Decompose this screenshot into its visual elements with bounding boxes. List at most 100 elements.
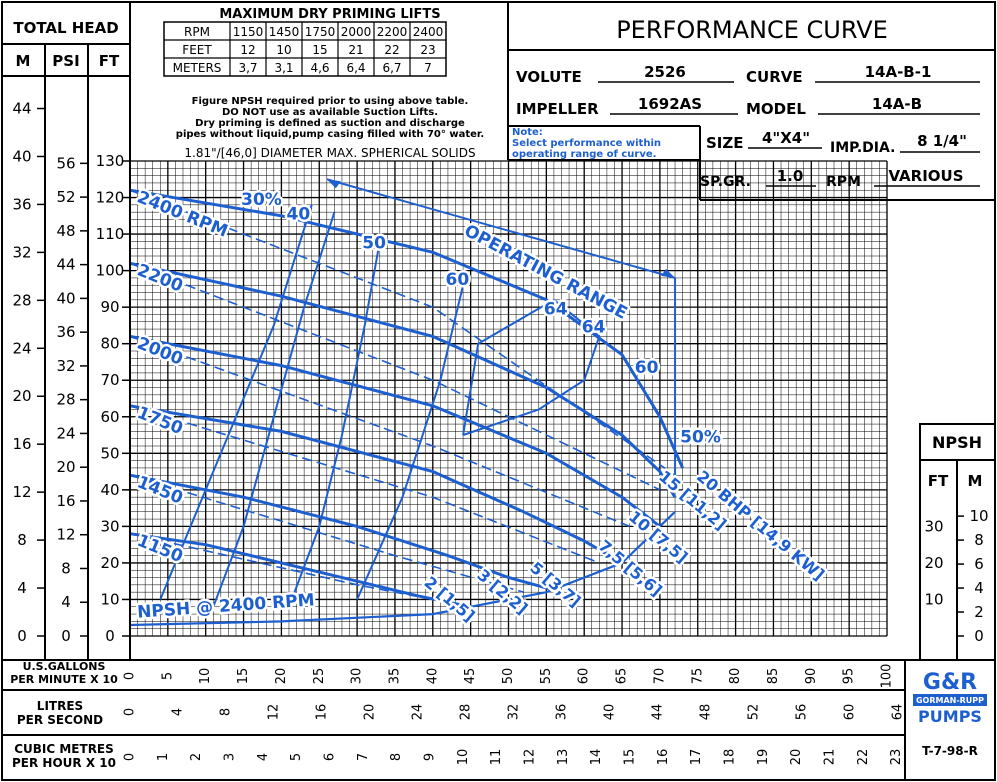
efficiency-curve <box>356 284 465 600</box>
size-label: SIZE <box>706 134 744 152</box>
priming-note-3: Dry priming is defined as suction and di… <box>195 118 465 129</box>
lps-tick: 20 <box>362 704 377 721</box>
rpm-value: VARIOUS <box>888 167 963 185</box>
priming-title: MAXIMUM DRY PRIMING LIFTS <box>219 7 440 22</box>
head-curve <box>129 334 661 528</box>
gpm-tick: 55 <box>539 668 554 685</box>
bottom-axes: U.S.GALLONS PER MINUTE X 10 LITRES PER S… <box>2 659 995 780</box>
lps-tick: 60 <box>842 704 857 721</box>
lps-tick: 8 <box>218 708 233 716</box>
ft-tick: 100 <box>96 262 125 280</box>
lps-tick: 12 <box>266 704 281 721</box>
lps-tick: 36 <box>554 704 569 721</box>
lps-tick: 48 <box>698 704 713 721</box>
npsh-ft-label: FT <box>928 472 949 490</box>
efficiency-label-text: 60 <box>446 270 470 290</box>
cmh-tick: 21 <box>822 749 837 766</box>
ft-tick: 90 <box>100 298 119 316</box>
efficiency-label: 50 <box>360 231 389 256</box>
col-psi-label: PSI <box>52 52 79 70</box>
rpm-label: RPM <box>826 174 861 190</box>
cmh-tick: 16 <box>656 749 671 766</box>
head-curve <box>129 532 472 609</box>
cmh-tick: 8 <box>389 753 404 761</box>
psi-tick: 56 <box>56 154 75 172</box>
priming-grid <box>163 21 447 77</box>
npsh-m-tick: 10 <box>969 507 988 525</box>
priming-note-2: DO NOT use as available Suction Lifts. <box>222 107 438 118</box>
priming-cell: RPM <box>184 25 210 39</box>
head-scales: 0102030405060708090100110120130048121620… <box>12 100 130 645</box>
m-tick: 12 <box>12 483 31 501</box>
operating-range-arrow-right <box>661 268 676 278</box>
bhp-line <box>129 335 630 528</box>
priming-cell: 1750 <box>305 25 336 39</box>
priming-cell: 6,4 <box>346 61 365 75</box>
gpm-tick: 40 <box>425 668 440 685</box>
efficiency-label: 64 <box>579 315 608 340</box>
cmh-label-2: PER HOUR X 10 <box>12 756 116 770</box>
m-tick: 44 <box>12 100 31 118</box>
npsh-curve <box>129 511 676 627</box>
gpm-tick: 95 <box>842 668 857 685</box>
lps-tick: 52 <box>746 704 761 721</box>
bhp-line <box>129 262 661 491</box>
priming-cell: 6,7 <box>382 61 401 75</box>
ft-tick: 40 <box>100 481 119 499</box>
m-tick: 4 <box>17 579 27 597</box>
cmh-tick: 14 <box>589 749 604 766</box>
cmh-tick: 2 <box>189 753 204 761</box>
psi-tick: 52 <box>56 188 75 206</box>
psi-tick: 40 <box>56 289 75 307</box>
gpm-tick: 35 <box>387 668 402 685</box>
ft-tick: 0 <box>105 627 115 645</box>
volute-value: 2526 <box>644 63 686 81</box>
col-ft-label: FT <box>99 52 120 70</box>
lps-tick: 32 <box>506 704 521 721</box>
psi-tick: 16 <box>56 492 75 510</box>
ft-tick: 60 <box>100 408 119 426</box>
priming-cell: 1450 <box>269 25 300 39</box>
efficiency-curve <box>159 204 313 600</box>
curve-label: CURVE <box>746 68 803 86</box>
efficiency-label: 40 <box>284 202 313 227</box>
efficiency-label-text: 40 <box>287 204 311 224</box>
priming-cell: 23 <box>420 43 435 57</box>
lps-tick: 24 <box>410 704 425 721</box>
ft-tick: 110 <box>96 225 125 243</box>
lps-tick: 0 <box>123 708 138 716</box>
info-block: PERFORMANCE CURVE VOLUTE 2526 CURVE 14A-… <box>507 2 995 201</box>
cmh-tick: 12 <box>522 749 537 766</box>
cmh-tick: 6 <box>322 753 337 761</box>
efficiency-label-text: 60 <box>635 358 659 378</box>
gpm-tick: 20 <box>274 668 289 685</box>
m-tick: 28 <box>12 291 31 309</box>
lps-tick: 4 <box>170 708 185 716</box>
priming-cell: 3,7 <box>238 61 257 75</box>
psi-tick: 0 <box>61 627 71 645</box>
psi-tick: 44 <box>56 256 75 274</box>
priming-cell: 12 <box>240 43 255 57</box>
gpm-label-2: PER MINUTE X 10 <box>10 673 118 686</box>
efficiency-label-text: 64 <box>582 318 606 338</box>
bhp-line <box>129 474 524 593</box>
gpm-label-1: U.S.GALLONS <box>23 660 106 673</box>
head-curve <box>129 404 623 565</box>
cmh-tick: 23 <box>889 749 904 766</box>
psi-tick: 48 <box>56 222 75 240</box>
head-curve <box>129 473 562 594</box>
cmh-tick: 22 <box>856 749 871 766</box>
efficiency-label-text: 30% <box>241 190 282 210</box>
npsh-m-tick: 8 <box>974 531 984 549</box>
npsh-m-label: M <box>968 472 983 490</box>
priming-cell: 2400 <box>413 25 444 39</box>
cmh-tick: 5 <box>289 753 304 761</box>
npsh-m-tick: 0 <box>974 627 984 645</box>
ft-tick: 50 <box>100 444 119 462</box>
col-m-label: M <box>16 52 31 70</box>
spgr-label: SP.GR. <box>700 174 751 190</box>
priming-cell: 1150 <box>233 25 264 39</box>
psi-tick: 20 <box>56 458 75 476</box>
gpm-tick: 0 <box>123 672 138 680</box>
